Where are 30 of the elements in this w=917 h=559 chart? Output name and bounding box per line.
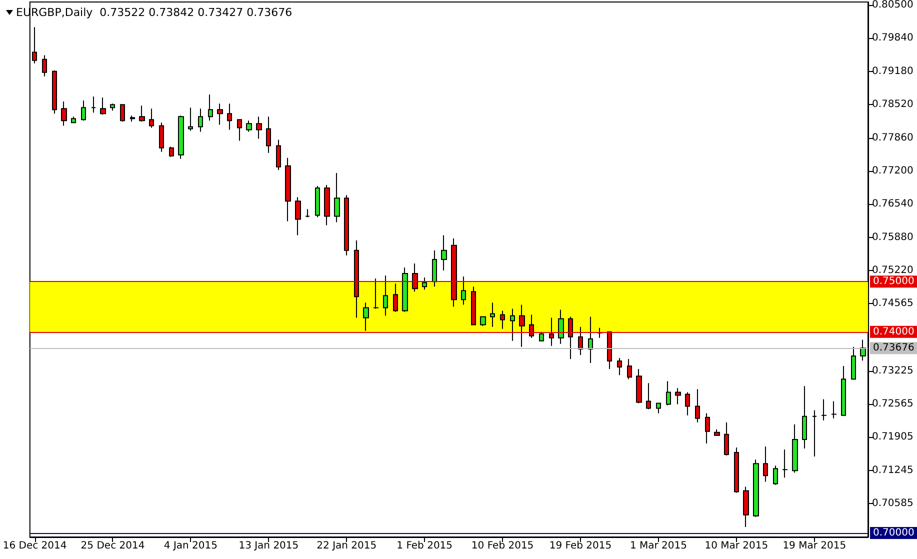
ref-line-label: 0.73676 (873, 342, 914, 354)
y-tick-label: 0.71245 (872, 464, 914, 476)
x-tick-label: 4 Jan 2015 (164, 540, 218, 552)
x-tick-label: 25 Dec 2014 (80, 540, 145, 552)
x-tick-label: 10 Feb 2015 (471, 540, 534, 552)
y-tick-label: 0.72565 (872, 398, 914, 410)
y-tick-label: 0.76540 (872, 198, 914, 210)
x-tick-label: 10 Mar 2015 (704, 540, 768, 552)
y-tick-label: 0.79180 (872, 66, 914, 77)
ref-line-label: 0.74000 (873, 326, 914, 338)
y-tick-label: 0.75220 (872, 265, 914, 276)
x-tick-label: 1 Mar 2015 (630, 540, 687, 552)
y-tick-label: 0.80500 (872, 0, 914, 11)
ref-line-label: 0.70000 (873, 527, 914, 538)
y-tick-label: 0.74565 (872, 298, 914, 309)
y-tick-label: 0.77200 (872, 165, 914, 176)
y-tick-label: 0.79840 (872, 32, 914, 44)
x-tick-label: 19 Feb 2015 (549, 540, 612, 552)
y-tick-label: 0.70585 (872, 498, 914, 510)
x-tick-label: 22 Jan 2015 (316, 540, 377, 552)
y-tick-label: 0.77860 (872, 132, 914, 144)
y-tick-label: 0.73225 (872, 365, 914, 376)
y-tick-label: 0.71905 (872, 432, 914, 443)
y-tick-label: 0.78520 (872, 99, 914, 110)
x-tick-label: 1 Feb 2015 (396, 540, 453, 552)
x-tick-label: 13 Jan 2015 (238, 540, 299, 552)
ref-line-label: 0.75000 (873, 276, 914, 288)
x-tick-label: 16 Dec 2014 (2, 540, 67, 552)
y-tick-label: 0.75880 (872, 232, 914, 243)
x-tick-label: 19 Mar 2015 (782, 540, 846, 552)
